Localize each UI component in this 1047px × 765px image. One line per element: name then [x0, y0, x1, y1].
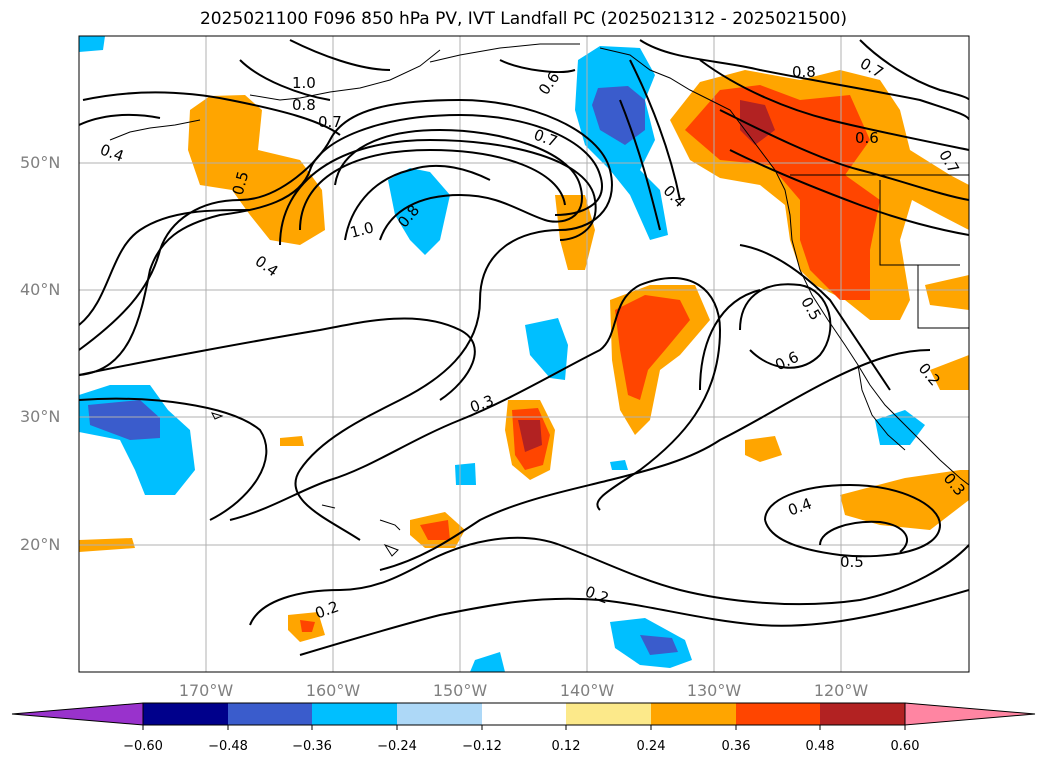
colorbar-tick-label: 0.48 [805, 739, 835, 754]
colorbar-bin [736, 703, 820, 725]
colorbar-tick-label: 0.24 [636, 739, 666, 754]
colorbar-bin [228, 703, 312, 725]
colorbar-extend-high [904, 702, 1036, 726]
lon-label: 150°W [432, 681, 488, 700]
lon-label: 140°W [559, 681, 615, 700]
colorbar-bin [397, 703, 482, 725]
lon-label: 130°W [686, 681, 742, 700]
contour-label: 1.0 [348, 218, 376, 242]
lat-label: 40°N [20, 280, 61, 299]
colorbar-tick-label: 0.36 [721, 739, 751, 754]
map-title: 2025021100 F096 850 hPa PV, IVT Landfall… [199, 9, 847, 29]
colorbar-tick-label: −0.12 [462, 739, 502, 754]
contour-label: 0.5 [229, 169, 253, 197]
map-area: 1.0 0.8 0.7 0.6 0.7 0.4 0.5 0.4 1.0 0.8 … [79, 36, 969, 672]
coastlines [109, 43, 969, 557]
colorbar-tick-label: −0.36 [292, 739, 332, 754]
lon-label: 170°W [178, 681, 234, 700]
colorbar-bin [651, 703, 736, 725]
colorbar-tick-label: −0.48 [208, 739, 248, 754]
colorbar [11, 702, 1036, 730]
lon-label: 120°W [813, 681, 869, 700]
contour-label: 0.8 [792, 63, 816, 81]
contour-label: 0.8 [292, 96, 316, 114]
contour-label: 0.6 [855, 129, 879, 147]
colorbar-bin [312, 703, 397, 725]
contour-label: 0.5 [840, 553, 864, 571]
map-frame [78, 35, 970, 673]
lat-label: 50°N [20, 153, 61, 172]
positive-shading [79, 70, 969, 642]
colorbar-bin [482, 703, 566, 725]
pv-contours [79, 39, 969, 656]
colorbar-tick-label: 0.12 [551, 739, 581, 754]
lat-label: 30°N [20, 407, 61, 426]
colorbar-bin [566, 703, 651, 725]
colorbar-bin [143, 703, 228, 725]
contour-label: 1.0 [292, 74, 316, 92]
colorbar-extend-low [11, 702, 144, 726]
lat-label: 20°N [20, 535, 61, 554]
colorbar-bin [820, 703, 905, 725]
graticule [79, 36, 969, 672]
contour-label: 0.7 [318, 113, 342, 131]
lon-label: 160°W [305, 681, 361, 700]
colorbar-tick-label: −0.60 [123, 739, 163, 754]
colorbar-tick-label: −0.24 [377, 739, 417, 754]
colorbar-tick-label: 0.60 [890, 739, 920, 754]
